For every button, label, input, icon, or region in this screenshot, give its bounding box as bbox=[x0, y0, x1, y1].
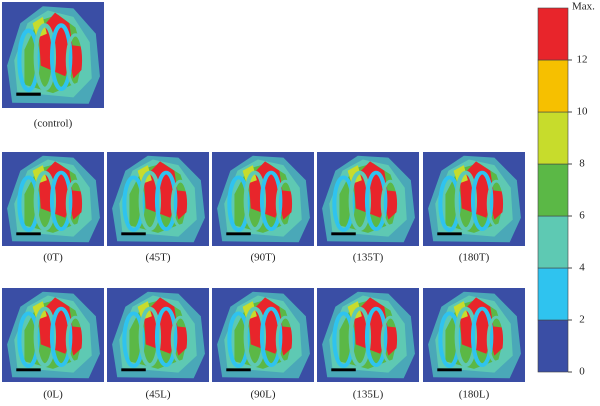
colorbar-band bbox=[537, 163, 569, 217]
panel-label: (135L) bbox=[353, 389, 384, 401]
colorbar-tick-label: 10 bbox=[577, 106, 589, 118]
contour-image bbox=[317, 288, 419, 382]
contour-image bbox=[107, 288, 209, 382]
panel-label: (45T) bbox=[145, 252, 170, 264]
colorbar-tick-label: 8 bbox=[579, 158, 585, 170]
colorbar-band bbox=[537, 111, 569, 165]
panel-label: (control) bbox=[34, 118, 73, 130]
colorbar: Max. 12 10 8 6 4 2 0 bbox=[537, 1, 595, 378]
panel-label: (90T) bbox=[250, 252, 275, 264]
colorbar-band bbox=[537, 59, 569, 113]
colorbar-band bbox=[537, 319, 569, 373]
panel-label: (0T) bbox=[43, 252, 63, 264]
contour-image bbox=[2, 152, 104, 246]
contour-image bbox=[212, 152, 314, 246]
contour-image bbox=[2, 2, 104, 108]
contour-image bbox=[423, 288, 525, 382]
panel-label: (135T) bbox=[353, 252, 384, 264]
panel-label: (90L) bbox=[250, 389, 275, 401]
contour-image bbox=[317, 152, 419, 246]
colorbar-tick-label: 12 bbox=[577, 54, 588, 66]
colorbar-band bbox=[537, 267, 569, 321]
colorbar-tick-label: 6 bbox=[579, 210, 585, 222]
panels: (control) (0T) (45T) (90T) (135T) (180T) (0L) (… bbox=[2, 2, 525, 401]
panel-label: (45L) bbox=[145, 389, 170, 401]
colorbar-tick-label: 2 bbox=[579, 314, 585, 326]
colorbar-band bbox=[537, 215, 569, 269]
panel-label: (180T) bbox=[459, 252, 490, 264]
colorbar-band bbox=[537, 7, 569, 61]
contour-image bbox=[107, 152, 209, 246]
colorbar-tick-label: 4 bbox=[579, 262, 585, 274]
contour-image bbox=[212, 288, 314, 382]
colorbar-tick-label: 0 bbox=[579, 366, 585, 378]
contour-image bbox=[2, 288, 104, 382]
colorbar-max-label: Max. bbox=[572, 1, 595, 13]
panel-label: (0L) bbox=[43, 389, 63, 401]
contour-image bbox=[423, 152, 525, 246]
panel-label: (180L) bbox=[459, 389, 490, 401]
